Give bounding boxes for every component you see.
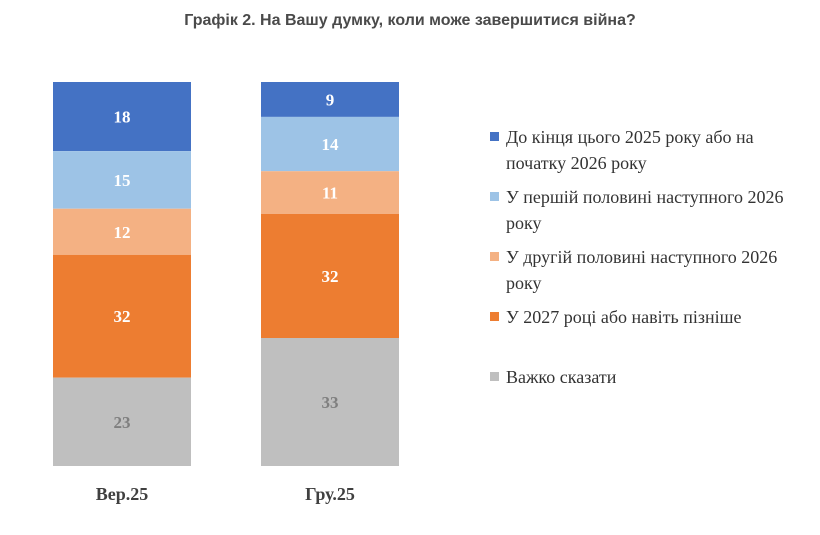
bar-segment-Гру.25-3 [261,213,399,338]
bar-segment-Гру.25-4 [261,338,399,466]
bar-segment-Вер.25-2 [53,208,191,255]
data-label: 14 [322,135,340,154]
data-label: 32 [322,267,339,286]
bar-segment-Вер.25-4 [53,377,191,466]
legend-item: Важко сказати [490,364,806,390]
legend-item: До кінця цього 2025 року або на початку … [490,124,806,176]
data-label: 32 [114,307,131,326]
data-label: 23 [114,413,131,432]
data-label: 9 [326,90,335,109]
legend-swatch [490,312,499,321]
bar-segment-Вер.25-1 [53,151,191,209]
data-label: 12 [114,223,131,242]
category-label: Вер.25 [96,484,149,504]
bar-segment-Гру.25-2 [261,171,399,214]
bar-segment-Вер.25-3 [53,254,191,378]
data-label: 33 [322,393,339,412]
legend-label: У першій половині наступного 2026 року [506,187,784,233]
legend-label: У 2027 році або навіть пізніше [506,307,742,327]
legend-label: Важко сказати [506,367,617,387]
legend-swatch [490,252,499,261]
data-label: 11 [322,184,338,203]
bar-segment-Гру.25-1 [261,116,399,172]
legend-swatch [490,132,499,141]
legend-label: У другій половині наступного 2026 року [506,247,778,293]
bar-segment-Гру.25-0 [261,82,399,117]
legend-item: У 2027 році або навіть пізніше [490,304,806,330]
legend-swatch [490,192,499,201]
bar-segment-Вер.25-0 [53,82,191,152]
legend-label: До кінця цього 2025 року або на початку … [506,127,754,173]
chart-title: Графік 2. На Вашу думку, коли може завер… [184,12,636,29]
category-label: Гру.25 [305,484,355,504]
legend-item: У другій половині наступного 2026 року [490,244,806,296]
legend-swatch [490,372,499,381]
data-label: 18 [114,108,131,127]
data-label: 15 [114,171,131,190]
legend-item: У першій половині наступного 2026 року [490,184,806,236]
